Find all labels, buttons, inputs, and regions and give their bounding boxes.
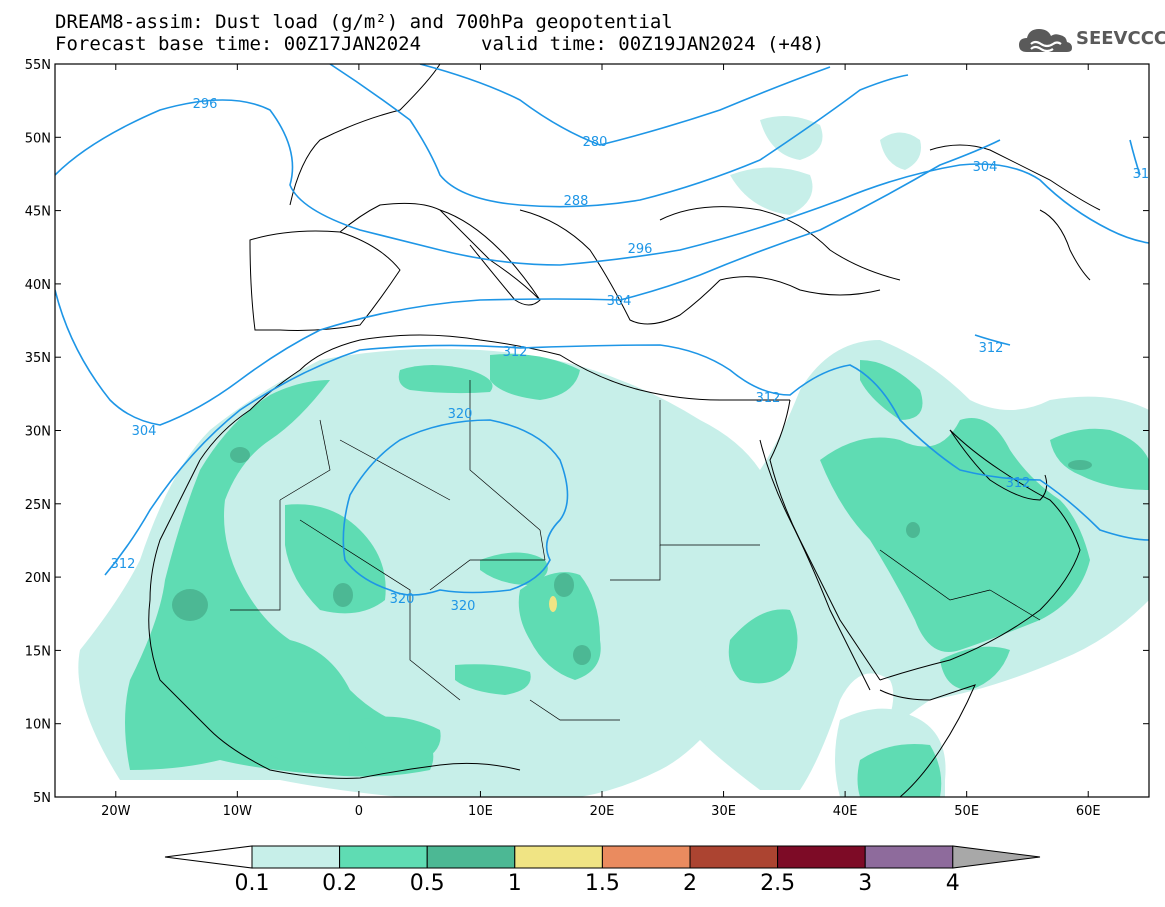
contour-label: 312 bbox=[1006, 476, 1031, 491]
longitude-labels: 20W 10W 0 10E 20E 30E 40E 50E 60E bbox=[101, 804, 1101, 819]
latitude-label: 30N bbox=[25, 425, 51, 440]
contour-label: 280 bbox=[583, 135, 608, 150]
contour-label: 304 bbox=[132, 424, 157, 439]
colorbar-segment bbox=[514, 845, 603, 869]
contour-label: 320 bbox=[451, 599, 476, 614]
map-plot-area: 296 280 288 296 304 304 312 312 312 320 … bbox=[55, 64, 1158, 797]
dust-level-1-region bbox=[549, 596, 557, 612]
colorbar-segment bbox=[864, 845, 954, 869]
longitude-label: 20W bbox=[101, 804, 131, 819]
colorbar-segment bbox=[601, 845, 691, 869]
valid-time: valid time: 00Z19JAN2024 (+48) bbox=[481, 33, 825, 55]
latitude-label: 50N bbox=[25, 131, 51, 146]
colorbar-segment bbox=[339, 845, 428, 869]
forecast-base-time: Forecast base time: 00Z17JAN2024 bbox=[55, 33, 422, 55]
colorbar bbox=[164, 845, 1041, 869]
colorbar-level-label: 0.5 bbox=[409, 871, 445, 896]
latitude-label: 25N bbox=[25, 498, 51, 513]
latitude-label: 15N bbox=[25, 644, 51, 659]
contour-label: 312 bbox=[979, 341, 1004, 356]
colorbar-segment bbox=[251, 845, 341, 869]
latitude-label: 55N bbox=[25, 58, 51, 73]
colorbar-level-label: 2.5 bbox=[760, 871, 796, 896]
contour-label: 312 bbox=[1133, 167, 1158, 182]
dust-level-0.2-region bbox=[125, 354, 1149, 797]
longitude-label: 30E bbox=[711, 804, 736, 819]
colorbar-high-extension bbox=[952, 845, 1041, 869]
latitude-label: 20N bbox=[25, 571, 51, 586]
latitude-label: 35N bbox=[25, 351, 51, 366]
contour-label: 312 bbox=[111, 557, 136, 572]
contour-label: 288 bbox=[564, 194, 589, 209]
country-borders bbox=[230, 380, 1041, 721]
logo-text: SEEVCCC bbox=[1076, 28, 1165, 49]
contour-label: 312 bbox=[756, 391, 781, 406]
longitude-label: 0 bbox=[355, 804, 363, 819]
latitude-label: 45N bbox=[25, 205, 51, 220]
dust-level-0.5-region bbox=[172, 447, 1092, 665]
contour-label-group: 296 280 288 296 304 304 312 312 312 320 … bbox=[111, 97, 1158, 614]
geopotential-contours bbox=[55, 64, 1149, 596]
longitude-label: 40E bbox=[833, 804, 858, 819]
seevccc-logo: SEEVCCC bbox=[1017, 22, 1165, 58]
latitude-labels: 55N 50N 45N 40N 35N 30N 25N 20N 15N 10N 5N bbox=[25, 58, 51, 806]
colorbar-level-label: 0.1 bbox=[234, 871, 270, 896]
cloud-logo-icon bbox=[1019, 29, 1072, 53]
colorbar-level-label: 1.5 bbox=[584, 871, 620, 896]
latitude-label: 40N bbox=[25, 278, 51, 293]
colorbar-level-label: 4 bbox=[945, 871, 960, 896]
contour-label: 320 bbox=[390, 592, 415, 607]
contour-label: 296 bbox=[193, 97, 218, 112]
longitude-label: 10W bbox=[223, 804, 253, 819]
chart-title: DREAM8-assim: Dust load (g/m²) and 700hP… bbox=[55, 11, 673, 33]
colorbar-segment bbox=[777, 845, 866, 869]
longitude-label: 20E bbox=[590, 804, 615, 819]
colorbar-level-label: 1 bbox=[507, 871, 522, 896]
longitude-label: 60E bbox=[1076, 804, 1101, 819]
colorbar-segment bbox=[426, 845, 516, 869]
latitude-label: 10N bbox=[25, 718, 51, 733]
contour-label: 296 bbox=[628, 242, 653, 257]
colorbar-level-label: 2 bbox=[683, 871, 697, 896]
contour-label: 320 bbox=[448, 407, 473, 422]
axis-ticks bbox=[55, 63, 1149, 798]
contour-label: 304 bbox=[973, 160, 998, 175]
colorbar-low-extension bbox=[164, 845, 253, 869]
longitude-label: 10E bbox=[468, 804, 493, 819]
contour-label: 304 bbox=[607, 294, 632, 309]
latitude-label: 5N bbox=[33, 791, 51, 806]
coastlines bbox=[148, 64, 1101, 797]
colorbar-level-label: 3 bbox=[858, 871, 873, 896]
colorbar-level-label: 0.2 bbox=[322, 871, 358, 896]
colorbar-segment bbox=[689, 845, 779, 869]
contour-label: 312 bbox=[503, 345, 528, 360]
longitude-label: 50E bbox=[954, 804, 979, 819]
